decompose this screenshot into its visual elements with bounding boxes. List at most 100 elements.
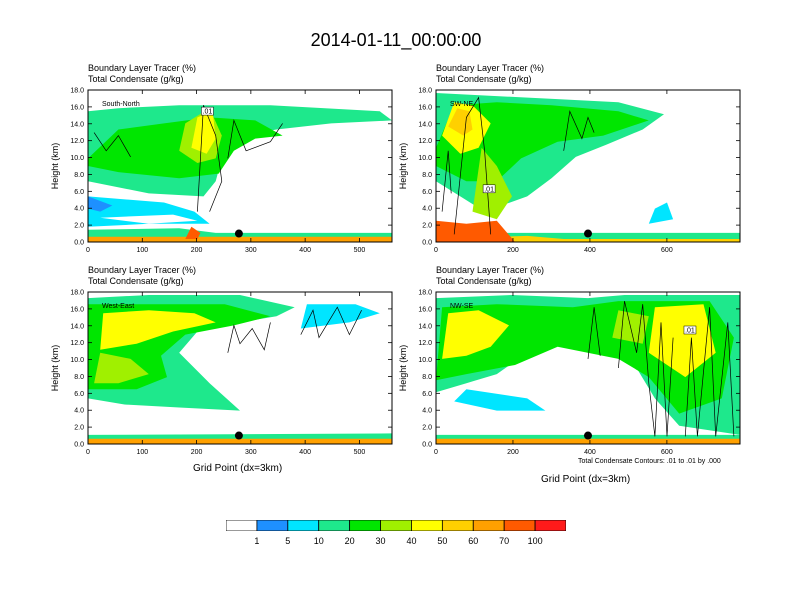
- contour-fill-region: [454, 389, 546, 411]
- x-tick-label: 0: [86, 449, 90, 456]
- y-tick-label: 0.0: [74, 442, 84, 449]
- x-tick-label: 400: [584, 247, 596, 254]
- contour-line: [684, 307, 735, 437]
- y-tick-label: 6.0: [422, 391, 432, 398]
- y-tick-label: 12.0: [70, 138, 84, 145]
- panel-label: South-North: [102, 101, 140, 108]
- contour-line: [563, 110, 595, 151]
- x-tick-label: 100: [136, 449, 148, 456]
- y-tick-label: 2.0: [422, 425, 432, 432]
- contour-line: [618, 301, 674, 437]
- condensate-contours: [93, 105, 283, 212]
- label-bar-tick-label: 100: [527, 536, 543, 546]
- label-bar-svg: [225, 519, 567, 532]
- panel-title-condensate: Total Condensate (g/kg): [88, 276, 184, 286]
- y-tick-label: 12.0: [418, 138, 432, 145]
- contour-label: .01: [484, 186, 494, 193]
- label-bar-box: [287, 519, 320, 532]
- panel-label: NW-SE: [450, 303, 474, 310]
- panel-label: SW-NE: [450, 101, 474, 108]
- contour-fill-region: [191, 111, 216, 154]
- contour-line: [197, 105, 223, 212]
- y-tick-label: 2.0: [422, 223, 432, 230]
- label-bar-tick-label: 1: [254, 536, 260, 546]
- contour-line: [227, 322, 271, 353]
- y-axis-label: Height (km): [50, 345, 60, 392]
- contour-fill-region: [88, 438, 392, 444]
- y-tick-label: 16.0: [418, 104, 432, 111]
- panel-title-tracer: Boundary Layer Tracer (%): [436, 63, 545, 73]
- y-tick-label: 18.0: [418, 88, 432, 95]
- y-tick-label: 14.0: [418, 121, 432, 128]
- panel-1-title: Boundary Layer Tracer (%) Total Condensa…: [88, 63, 196, 85]
- label-bar-box: [441, 519, 474, 532]
- panel-title-condensate: Total Condensate (g/kg): [436, 276, 532, 286]
- y-tick-label: 16.0: [70, 104, 84, 111]
- y-tick-label: 16.0: [418, 306, 432, 313]
- y-tick-label: 4.0: [422, 206, 432, 213]
- y-tick-label: 10.0: [418, 357, 432, 364]
- y-tick-label: 4.0: [422, 408, 432, 415]
- y-axis-label: Height (km): [50, 143, 60, 190]
- x-tick-label: 0: [434, 247, 438, 254]
- x-tick-label: 200: [507, 449, 519, 456]
- plot-frame: [87, 89, 393, 243]
- y-tick-label: 18.0: [418, 290, 432, 297]
- y-tick-label: 10.0: [418, 155, 432, 162]
- label-bar-box: [503, 519, 536, 532]
- y-tick-label: 14.0: [70, 121, 84, 128]
- x-tick-label: 100: [136, 247, 148, 254]
- label-bar-tick-label: 30: [375, 536, 386, 546]
- y-tick-label: 2.0: [74, 223, 84, 230]
- contour-fill-region: [300, 304, 380, 329]
- filled-contours: [88, 105, 392, 242]
- x-tick-label: 500: [354, 247, 366, 254]
- y-tick-label: 12.0: [70, 340, 84, 347]
- panel-title-condensate: Total Condensate (g/kg): [436, 74, 532, 84]
- label-bar-tick-label: 10: [313, 536, 324, 546]
- x-tick-label: 300: [245, 449, 257, 456]
- panel-nw-se: .01 NW-SE 0 200 400 600 0.0 2.0 4.0 6.0 8.0 10.0 12.…: [398, 290, 741, 456]
- panel-4-title: Boundary Layer Tracer (%) Total Condensa…: [436, 265, 544, 287]
- label-bar-box: [225, 519, 258, 532]
- y-tick-label: 14.0: [70, 323, 84, 330]
- y-axis-label: Height (km): [398, 143, 408, 190]
- label-bar-tick-label: 60: [468, 536, 479, 546]
- label-bar-tick-label: 50: [437, 536, 448, 546]
- contour-fill-region: [94, 352, 149, 384]
- condensate-contours: [441, 96, 595, 235]
- contour-line: [227, 119, 283, 159]
- panel-title-tracer: Boundary Layer Tracer (%): [88, 265, 197, 275]
- y-tick-label: 0.0: [422, 240, 432, 247]
- location-marker: [234, 229, 243, 238]
- y-tick-label: 18.0: [70, 88, 84, 95]
- filled-contours: [436, 295, 740, 444]
- condensate-contours: [227, 306, 362, 353]
- x-axis-label-left: Grid Point (dx=3km): [193, 463, 283, 474]
- contour-fill-region: [100, 214, 198, 224]
- y-tick-label: 8.0: [74, 374, 84, 381]
- y-tick-label: 4.0: [74, 408, 84, 415]
- contour-line: [587, 307, 601, 359]
- label-bar-box: [349, 519, 381, 532]
- contour-label-box: [201, 106, 214, 116]
- y-tick-label: 6.0: [74, 391, 84, 398]
- plot-svg: West-East 0 100 200 300 400 500 0.0 2.0 4.0 6.0 8.0…: [50, 290, 393, 456]
- contour-label: .01: [203, 109, 213, 116]
- contour-fill-region: [648, 304, 716, 378]
- panel-west-east: West-East 0 100 200 300 400 500 0.0 2.0 4.0 6.0 8.0…: [50, 290, 393, 456]
- contour-fill-region: [185, 226, 201, 239]
- contour-footnote: Total Condensate Contours: .01 to .01 by…: [578, 458, 721, 465]
- contour-line: [300, 306, 362, 339]
- x-tick-label: 600: [661, 247, 673, 254]
- contour-label-box: [683, 325, 697, 335]
- y-tick-label: 16.0: [70, 306, 84, 313]
- contour-line: [453, 96, 492, 235]
- y-tick-label: 0.0: [74, 240, 84, 247]
- contour-fill-region: [648, 202, 674, 224]
- y-tick-label: 12.0: [418, 340, 432, 347]
- label-bar-box: [534, 519, 567, 532]
- x-axis-label-right: Grid Point (dx=3km): [541, 474, 631, 485]
- panel-title-tracer: Boundary Layer Tracer (%): [88, 63, 197, 73]
- y-tick-label: 10.0: [70, 357, 84, 364]
